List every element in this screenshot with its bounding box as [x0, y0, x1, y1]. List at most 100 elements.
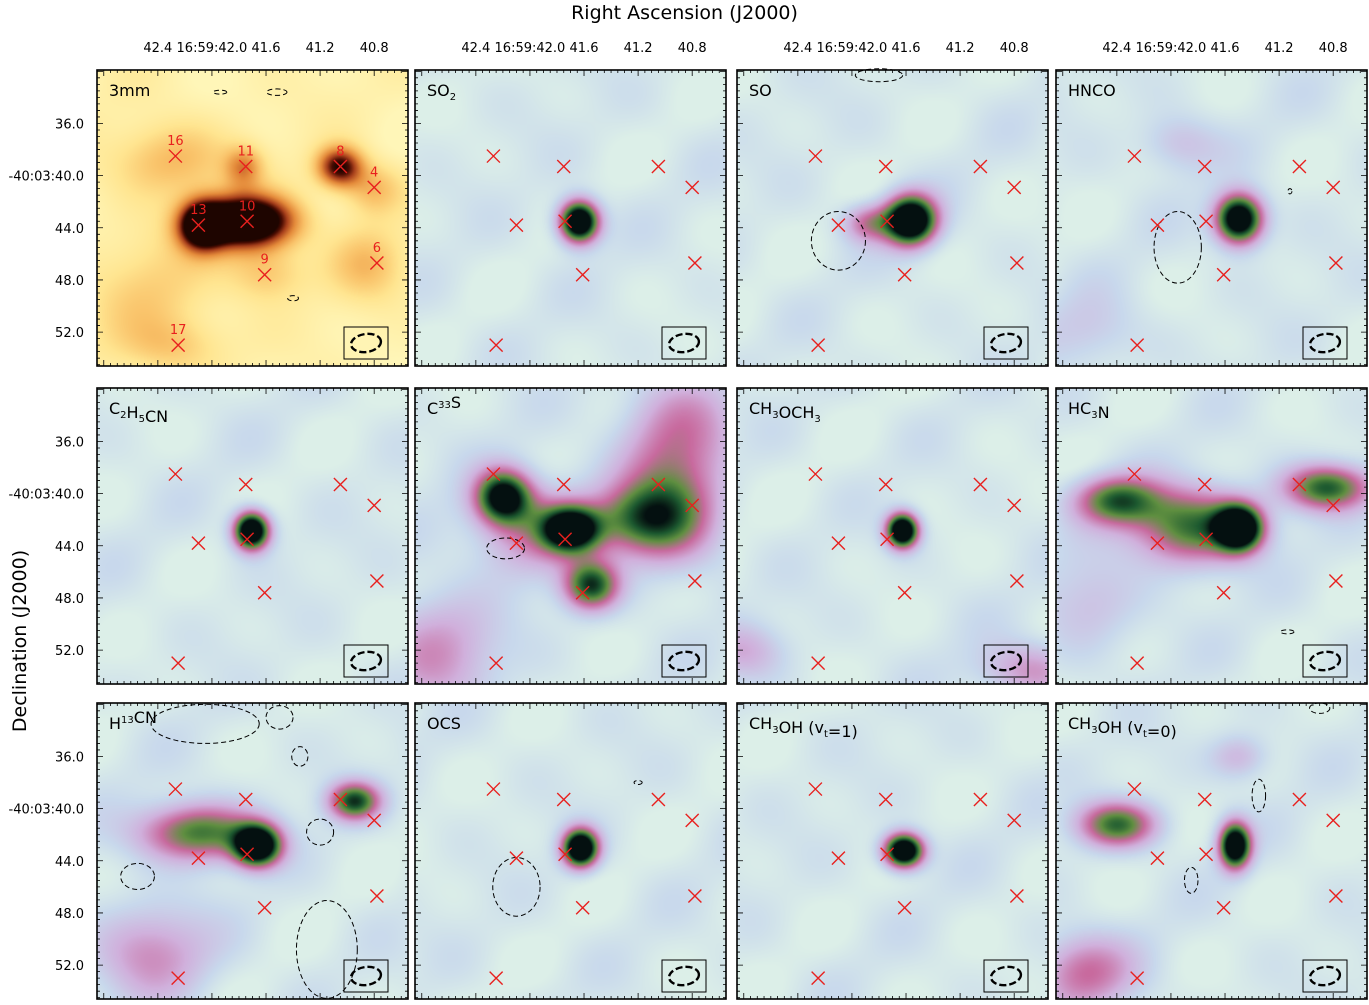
source-marker-13 — [509, 536, 524, 551]
intensity-map — [1056, 703, 1367, 999]
source-marker-8 — [973, 477, 988, 492]
source-marker-6 — [1009, 573, 1024, 588]
contour — [1153, 210, 1202, 284]
contour — [150, 703, 260, 744]
contour — [633, 780, 643, 786]
beam-ellipse — [349, 332, 383, 354]
ticks — [737, 388, 1048, 684]
intensity-map — [97, 70, 408, 366]
negative-contours — [212, 88, 299, 302]
source-marker-9 — [897, 900, 912, 915]
source-marker-6 — [369, 888, 384, 903]
source-marker-8 — [973, 159, 988, 174]
source-marker-13 — [1150, 536, 1165, 551]
panel-7: HC3N — [1055, 387, 1368, 685]
source-marker-6 — [1328, 888, 1343, 903]
source-marker-9 — [575, 267, 590, 282]
source-marker-11 — [556, 159, 571, 174]
y-tick-label: 48.0 — [55, 907, 84, 922]
beam-box — [983, 959, 1029, 993]
source-markers — [1127, 782, 1343, 986]
x-tick-label: 41.2 — [1265, 41, 1294, 56]
y-tick-label: -40:03:40.0 — [9, 803, 84, 818]
source-markers — [1127, 149, 1343, 353]
x-tick-label: 41.2 — [946, 41, 975, 56]
x-tick-label: 41.2 — [624, 41, 653, 56]
beam-ellipse — [1308, 332, 1342, 354]
source-marker-4 — [1007, 180, 1022, 195]
source-marker-16 — [168, 467, 183, 482]
source-marker-6 — [1328, 255, 1343, 270]
source-marker-10 — [558, 847, 573, 862]
x-tick-label: 40.8 — [360, 41, 389, 56]
beam-ellipse — [1308, 965, 1342, 987]
source-marker-16 — [808, 467, 823, 482]
beam-ellipse — [667, 650, 701, 672]
source-marker-9 — [1216, 267, 1231, 282]
source-marker-13 — [1150, 851, 1165, 866]
source-marker-17 — [171, 656, 186, 671]
source-marker-6 — [1009, 255, 1024, 270]
source-markers — [486, 782, 702, 986]
source-marker-8 — [651, 159, 666, 174]
source-marker-11 — [878, 792, 893, 807]
source-label-11: 11 — [237, 144, 254, 159]
source-marker-9 — [897, 267, 912, 282]
x-tick-label: 42.4 — [143, 41, 172, 56]
y-tick-label: 52.0 — [55, 644, 84, 659]
y-tick-label: 36.0 — [55, 117, 84, 132]
y-tick-label: 48.0 — [55, 592, 84, 607]
x-axis-title: Right Ascension (J2000) — [571, 2, 798, 24]
source-marker-13 — [191, 536, 206, 551]
source-marker-13 — [831, 536, 846, 551]
panel-11: CH3OH (vt=0) — [1055, 702, 1368, 1000]
source-marker-8 — [1292, 792, 1307, 807]
source-markers — [808, 467, 1024, 671]
y-tick-label: 52.0 — [55, 959, 84, 974]
source-marker-4 — [367, 498, 382, 513]
source-marker-17 — [489, 971, 504, 986]
panel-title: CH3OCH3 — [749, 399, 821, 425]
panel-title: H13CN — [109, 708, 157, 733]
source-marker-4 — [685, 180, 700, 195]
intensity-map — [415, 388, 726, 684]
y-tick-label: 44.0 — [55, 855, 84, 870]
source-marker-9 — [1216, 585, 1231, 600]
source-marker-6 — [1328, 573, 1343, 588]
source-marker-8 — [333, 159, 348, 174]
ticks — [97, 388, 408, 684]
source-marker-6 — [369, 573, 384, 588]
y-tick-label: -40:03:40.0 — [9, 488, 84, 503]
source-marker-9 — [897, 585, 912, 600]
source-marker-13 — [191, 851, 206, 866]
x-tick-label: 42.4 — [461, 41, 490, 56]
source-markers — [808, 782, 1024, 986]
panel-title: OCS — [427, 714, 461, 733]
source-marker-13 — [509, 218, 524, 233]
intensity-map — [737, 388, 1048, 684]
source-marker-16 — [1127, 467, 1142, 482]
source-marker-16 — [1127, 782, 1142, 797]
source-marker-8 — [651, 477, 666, 492]
x-tick-label: 16:59:42.0 — [817, 41, 888, 56]
y-tick-label: 36.0 — [55, 750, 84, 765]
source-marker-13 — [191, 218, 206, 233]
negative-contours — [1153, 188, 1293, 284]
x-tick-label: 40.8 — [678, 41, 707, 56]
contour — [486, 537, 526, 560]
source-marker-13 — [1150, 218, 1165, 233]
x-tick-label: 41.6 — [570, 41, 599, 56]
source-marker-6 — [369, 255, 384, 270]
intensity-map — [97, 703, 408, 999]
ticks — [1056, 388, 1367, 684]
source-markers — [486, 467, 702, 671]
contour — [212, 89, 228, 95]
beam-ellipse — [349, 650, 383, 672]
contour — [1279, 629, 1295, 635]
source-marker-9 — [257, 267, 272, 282]
source-marker-11 — [238, 477, 253, 492]
x-tick-label: 41.6 — [252, 41, 281, 56]
panel-9: OCS — [414, 702, 727, 1000]
ticks — [737, 70, 1048, 366]
